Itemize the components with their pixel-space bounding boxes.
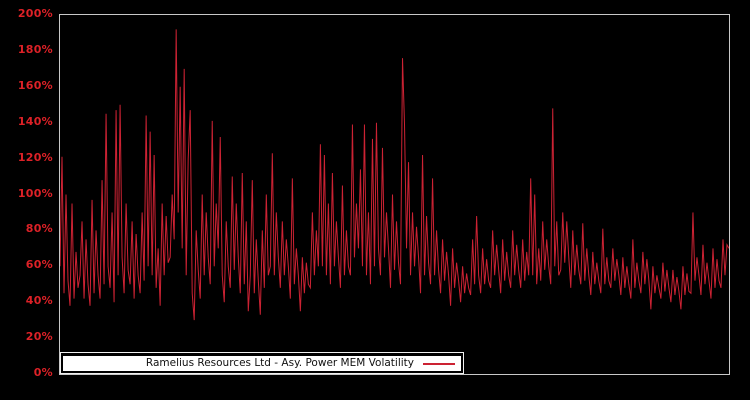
legend-line-swatch — [423, 362, 455, 365]
legend: Ramelius Resources Ltd - Asy. Power MEM … — [63, 356, 461, 371]
plot-area: Ramelius Resources Ltd - Asy. Power MEM … — [59, 14, 730, 375]
legend-frame: Ramelius Resources Ltd - Asy. Power MEM … — [60, 352, 464, 374]
y-tick-label: 200% — [17, 7, 53, 20]
y-tick-label: 40% — [25, 294, 53, 308]
y-tick-label: 180% — [17, 42, 53, 56]
y-tick-label: 140% — [17, 114, 53, 128]
y-tick-label: 160% — [17, 78, 53, 92]
y-tick-label: 0% — [33, 366, 53, 379]
legend-label: Ramelius Resources Ltd - Asy. Power MEM … — [145, 357, 414, 369]
y-tick-label: 120% — [17, 150, 53, 164]
y-tick-label: 20% — [25, 330, 53, 344]
y-tick-label: 60% — [25, 258, 53, 272]
volatility-line-series — [60, 29, 729, 321]
y-tick-label: 80% — [25, 222, 53, 236]
y-tick-label: 100% — [17, 186, 53, 200]
